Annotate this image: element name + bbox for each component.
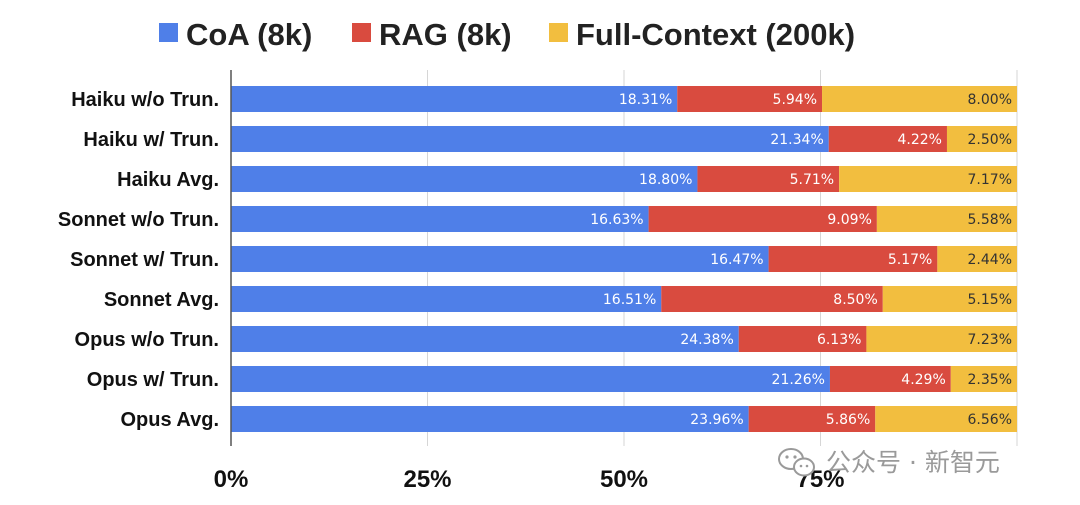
legend-swatch	[549, 23, 568, 42]
value-label: 5.71%	[790, 172, 834, 188]
legend-label: RAG (8k)	[379, 17, 512, 52]
value-label: 18.31%	[619, 92, 672, 108]
bar-segment	[876, 206, 1017, 232]
bar-segment	[748, 406, 876, 432]
bar-segment	[829, 366, 951, 392]
bar-segment	[866, 326, 1017, 352]
bar-segment	[648, 206, 877, 232]
value-label: 5.15%	[968, 292, 1012, 308]
value-label: 8.50%	[833, 292, 877, 308]
category-label: Opus w/ Trun.	[87, 369, 219, 391]
value-label: 6.13%	[817, 332, 861, 348]
value-label: 5.94%	[773, 92, 817, 108]
bar-segment	[738, 326, 867, 352]
bar-segment	[661, 286, 883, 312]
legend-label: CoA (8k)	[186, 17, 312, 52]
bar-segment	[231, 206, 649, 232]
value-label: 16.47%	[710, 252, 763, 268]
bar-segment	[875, 406, 1017, 432]
value-label: 5.58%	[968, 212, 1012, 228]
bar-segment	[946, 126, 1017, 152]
value-label: 21.26%	[772, 372, 825, 388]
legend-swatch	[159, 23, 178, 42]
value-label: 2.35%	[968, 372, 1012, 388]
value-label: 4.22%	[897, 132, 941, 148]
x-tick-label: 25%	[403, 466, 451, 493]
category-label: Sonnet w/ Trun.	[70, 249, 219, 271]
category-label: Opus Avg.	[120, 409, 219, 431]
category-labels: Haiku w/o Trun. Haiku w/ Trun. Haiku Avg. S…	[58, 89, 219, 431]
category-label: Haiku Avg.	[117, 169, 219, 191]
bar-segment	[231, 326, 739, 352]
value-labels: 18.31% 5.94% 8.00% 21.34% 4.22% 2.50% 18.80% 5.…	[590, 92, 1012, 428]
value-label: 16.63%	[590, 212, 643, 228]
category-label: Haiku w/o Trun.	[71, 89, 219, 111]
value-label: 2.50%	[968, 132, 1012, 148]
legend-swatch	[352, 23, 371, 42]
x-tick-label: 50%	[600, 466, 648, 493]
value-label: 9.09%	[827, 212, 871, 228]
value-label: 2.44%	[968, 252, 1012, 268]
bar-segment	[937, 246, 1017, 272]
bar-segment	[768, 246, 938, 272]
value-label: 24.38%	[680, 332, 733, 348]
value-label: 7.23%	[968, 332, 1012, 348]
value-label: 5.86%	[826, 412, 870, 428]
bar-segment	[231, 406, 749, 432]
bar-segment	[231, 86, 678, 112]
category-label: Opus w/o Trun.	[75, 329, 219, 351]
category-label: Haiku w/ Trun.	[83, 129, 219, 151]
wechat-icon	[778, 448, 815, 477]
bar-segments	[231, 86, 1017, 432]
legend-label: Full-Context (200k)	[576, 17, 855, 52]
bar-segment	[828, 126, 947, 152]
bar-segment	[950, 366, 1017, 392]
value-label: 8.00%	[968, 92, 1012, 108]
watermark-text: 公众号 · 新智元	[826, 448, 1000, 477]
bar-segment	[231, 286, 662, 312]
legend: CoA (8k) RAG (8k) Full-Context (200k)	[159, 17, 855, 52]
value-label: 16.51%	[603, 292, 656, 308]
bar-segment	[677, 86, 823, 112]
value-label: 6.56%	[968, 412, 1012, 428]
value-label: 4.29%	[901, 372, 945, 388]
category-label: Sonnet w/o Trun.	[58, 209, 219, 231]
value-label: 18.80%	[639, 172, 692, 188]
bar-segment	[839, 166, 1017, 192]
bar-segment	[231, 166, 698, 192]
value-label: 7.17%	[968, 172, 1012, 188]
x-tick-label: 0%	[214, 466, 249, 493]
watermark: 公众号 · 新智元	[778, 448, 1000, 477]
bar-segment	[231, 246, 769, 272]
category-label: Sonnet Avg.	[104, 289, 219, 311]
value-label: 21.34%	[770, 132, 823, 148]
bar-segment	[822, 86, 1017, 112]
value-label: 23.96%	[690, 412, 743, 428]
bar-segment	[231, 126, 829, 152]
value-label: 5.17%	[888, 252, 932, 268]
bar-segment	[231, 366, 830, 392]
bar-segment	[882, 286, 1017, 312]
bar-segment	[697, 166, 840, 192]
x-tick-labels: 0% 25% 50% 75%	[214, 466, 845, 493]
